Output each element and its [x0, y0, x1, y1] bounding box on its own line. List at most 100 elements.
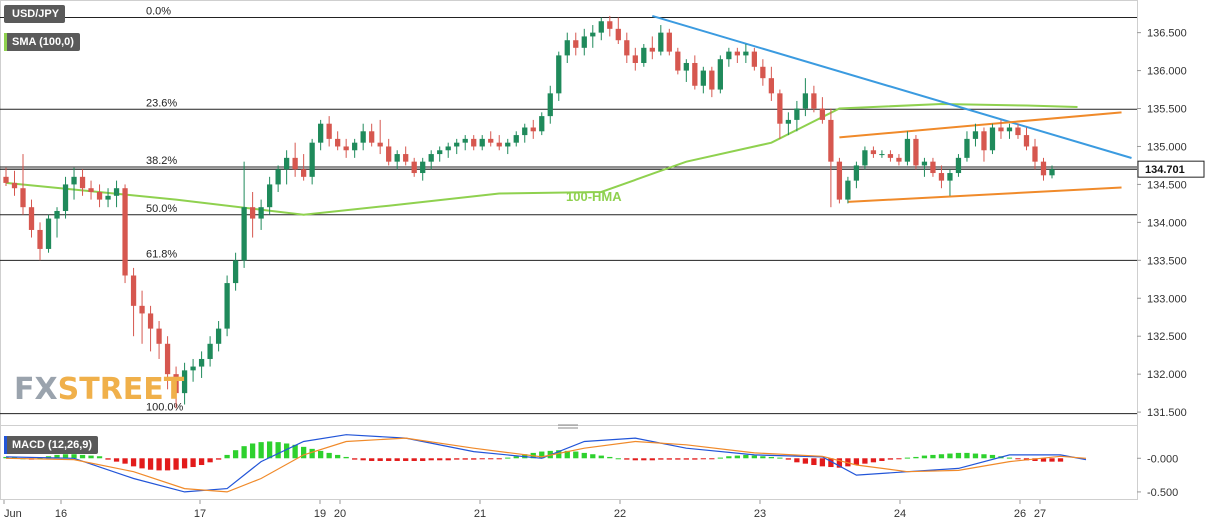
macd-histogram-bar [496, 458, 502, 460]
macd-histogram-bar [198, 458, 205, 466]
time-axis-label: 27 [1034, 508, 1046, 520]
macd-histogram-bar [658, 458, 664, 460]
macd-histogram-bar [726, 456, 732, 459]
macd-histogram-bar [1040, 458, 1047, 462]
macd-histogram-bar [386, 458, 392, 461]
fib-level-label: 50.0% [146, 203, 177, 215]
descending-trendline [652, 14, 1132, 159]
current-price-tag [1137, 160, 1205, 178]
macd-histogram-bar [921, 455, 928, 459]
macd-histogram-bar [955, 452, 962, 459]
candle-body [156, 328, 162, 344]
price-axis-label: 135.500 [1147, 104, 1187, 116]
macd-histogram-bar [454, 458, 460, 460]
macd-histogram-bar [828, 458, 834, 468]
candle-body [845, 180, 851, 200]
macd-histogram-bar [283, 443, 290, 459]
candle-body [734, 51, 740, 56]
candle-body [105, 195, 111, 200]
candle-body [326, 123, 332, 139]
macd-histogram-bar [947, 453, 953, 459]
candle-body [309, 142, 315, 177]
time-axis-label: Jun [4, 508, 22, 520]
macd-histogram-bar [343, 456, 349, 459]
candle-body [139, 305, 145, 314]
macd-histogram-bar [190, 458, 196, 468]
candle-body [692, 62, 698, 86]
candle-body [972, 131, 979, 139]
macd-histogram-bar [785, 458, 792, 460]
price-axis-label: 133.500 [1147, 255, 1187, 267]
price-axis-label: 136.500 [1147, 28, 1187, 40]
candle-body [760, 66, 766, 79]
macd-histogram-bar [352, 458, 358, 460]
macd-histogram-bar [887, 458, 894, 460]
candle-body [181, 370, 188, 394]
hma-100-line [5, 102, 1078, 216]
candle-body [522, 127, 528, 136]
macd-histogram-bar [113, 458, 120, 462]
macd-histogram-bar [734, 455, 740, 459]
macd-histogram-bar [649, 458, 655, 461]
price-panel-frame [0, 0, 1138, 426]
macd-histogram-bar [1057, 458, 1064, 462]
candle-body [666, 32, 672, 52]
candle-body [998, 127, 1004, 132]
candle-body [964, 138, 970, 158]
macd-legend-text: MACD (12,26,9) [12, 439, 93, 451]
candle-body [615, 28, 621, 41]
candle-body [981, 131, 987, 151]
time-axis-label: 22 [614, 508, 626, 520]
candle-body [624, 40, 630, 56]
macd-histogram-bar [904, 457, 911, 459]
sma-legend[interactable]: SMA (100,0) [4, 33, 80, 51]
candle-body [335, 138, 341, 147]
candle-body [394, 154, 400, 162]
macd-axis-label: -0.500 [1147, 487, 1178, 499]
candle-body [828, 119, 834, 162]
macd-histogram-bar [989, 454, 996, 459]
macd-histogram-bar [462, 458, 468, 460]
macd-histogram-bar [309, 448, 315, 459]
candle-body [258, 207, 264, 219]
candle-body [369, 131, 375, 143]
candle-body [632, 55, 638, 63]
macd-legend[interactable]: MACD (12,26,9) [4, 436, 99, 454]
fxstreet-logo: FXSTREET [14, 372, 184, 407]
candle-body [547, 93, 553, 117]
macd-histogram-bar [879, 458, 885, 461]
candle-body [904, 138, 911, 162]
candle-body [173, 374, 179, 394]
candle-body [913, 138, 919, 166]
fib-level-label: 38.2% [146, 155, 177, 167]
candle-body [581, 36, 587, 48]
macd-histogram-bar [428, 458, 434, 461]
macd-histogram-bar [156, 458, 162, 471]
symbol-text: USD/JPY [12, 8, 60, 20]
macd-histogram-bar [335, 454, 341, 459]
candle-body [811, 93, 817, 109]
macd-histogram-bar [488, 458, 494, 460]
candle-body [938, 173, 945, 181]
macd-histogram-bar [624, 458, 630, 460]
time-axis-label: 23 [754, 508, 766, 520]
macd-histogram-bar [632, 458, 638, 461]
candle-body [1006, 127, 1013, 132]
macd-signal-line [5, 437, 1087, 493]
macd-histogram-bar [224, 454, 230, 459]
macd-histogram-bar [79, 454, 86, 459]
candle-body [717, 59, 723, 90]
macd-histogram-bar [777, 457, 783, 459]
candle-body [700, 70, 706, 86]
macd-histogram-bar [683, 458, 689, 460]
candle-body [1015, 127, 1021, 136]
macd-histogram-bar [862, 458, 868, 464]
candle-body [1049, 169, 1055, 176]
candle-body [743, 51, 749, 56]
macd-axis-label: -0.000 [1147, 453, 1178, 465]
candle-body [411, 161, 417, 174]
macd-histogram-bar [164, 458, 171, 471]
macd-histogram-bar [181, 458, 188, 469]
candle-body [164, 343, 171, 375]
